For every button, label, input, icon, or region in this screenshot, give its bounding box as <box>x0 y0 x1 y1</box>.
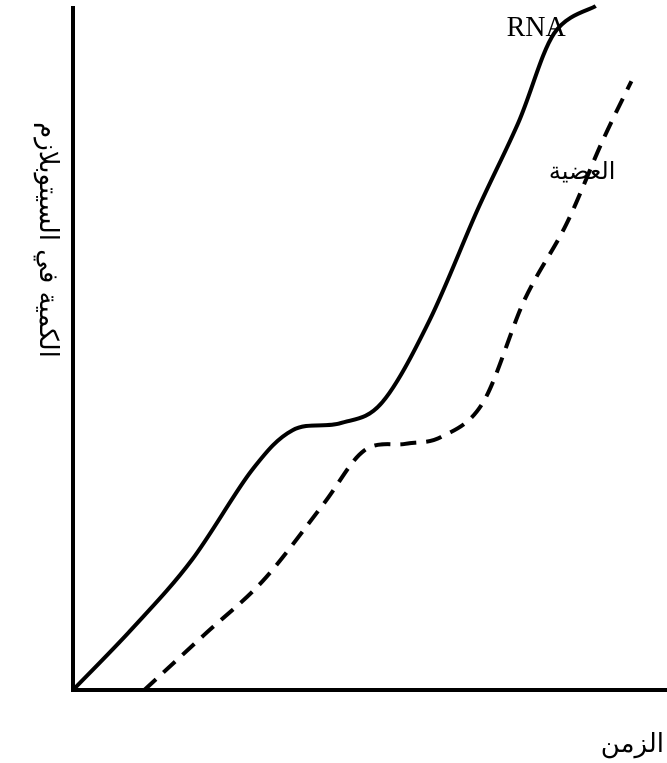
x-axis-label: الزمن <box>601 729 664 759</box>
y-axis-label: الكمية في السيتوبلازم <box>33 122 63 358</box>
plot-area: RNA العضية <box>71 4 667 692</box>
series-line-1 <box>142 80 634 692</box>
series-line-0 <box>71 4 597 692</box>
series-label-1: العضية <box>549 157 615 185</box>
series-label-0: RNA <box>507 12 567 43</box>
series-label-layer: RNA العضية <box>507 12 616 185</box>
series-layer <box>71 4 634 692</box>
